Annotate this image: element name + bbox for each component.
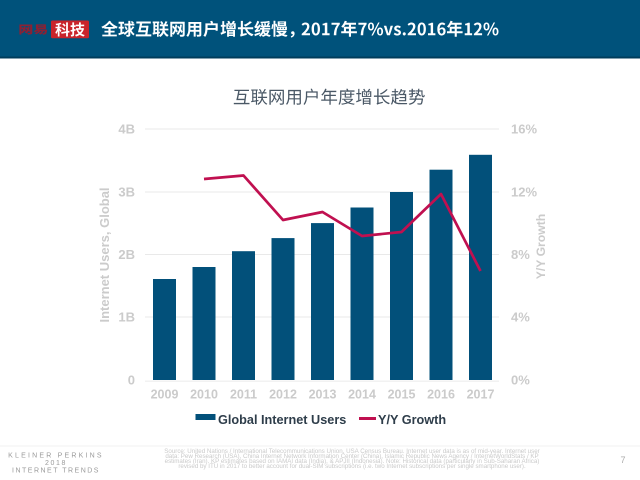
svg-text:2B: 2B <box>118 247 135 262</box>
svg-text:data: Pew Research (USA), Chin: data: Pew Research (USA), China Internet… <box>165 453 538 460</box>
svg-text:4B: 4B <box>118 122 135 137</box>
svg-text:2010: 2010 <box>190 388 218 402</box>
svg-text:3B: 3B <box>118 185 135 200</box>
svg-text:12%: 12% <box>511 185 537 200</box>
svg-text:2014: 2014 <box>348 388 376 402</box>
svg-text:0%: 0% <box>511 373 530 388</box>
svg-text:4%: 4% <box>511 310 530 325</box>
svg-text:Global Internet Users: Global Internet Users <box>218 413 346 427</box>
svg-text:2012: 2012 <box>269 388 297 402</box>
svg-text:2017: 2017 <box>467 388 495 402</box>
svg-text:Y/Y Growth: Y/Y Growth <box>378 413 446 427</box>
svg-text:2011: 2011 <box>230 388 257 402</box>
svg-text:2018: 2018 <box>45 460 67 467</box>
svg-text:0: 0 <box>128 373 135 388</box>
svg-text:2013: 2013 <box>309 388 337 402</box>
svg-text:2015: 2015 <box>388 388 416 402</box>
svg-text:7: 7 <box>620 455 625 465</box>
svg-text:Source: United Nations / Inter: Source: United Nations / International T… <box>164 448 539 455</box>
svg-text:8%: 8% <box>511 247 530 262</box>
svg-text:2009: 2009 <box>151 388 179 402</box>
svg-text:estimates (Iran). KP estimates: estimates (Iran). KP estimates based on … <box>165 458 540 465</box>
svg-text:1B: 1B <box>118 310 135 325</box>
svg-text:2016: 2016 <box>427 388 455 402</box>
svg-text:Internet Users, Global: Internet Users, Global <box>97 187 112 322</box>
svg-text:16%: 16% <box>511 122 537 137</box>
svg-text:Y/Y Growth: Y/Y Growth <box>534 214 548 279</box>
svg-text:KLEINER PERKINS: KLEINER PERKINS <box>8 453 104 460</box>
svg-text:INTERNET TRENDS: INTERNET TRENDS <box>12 468 100 475</box>
svg-text:revised by ITU in 2017 to bett: revised by ITU in 2017 to better account… <box>178 463 526 470</box>
